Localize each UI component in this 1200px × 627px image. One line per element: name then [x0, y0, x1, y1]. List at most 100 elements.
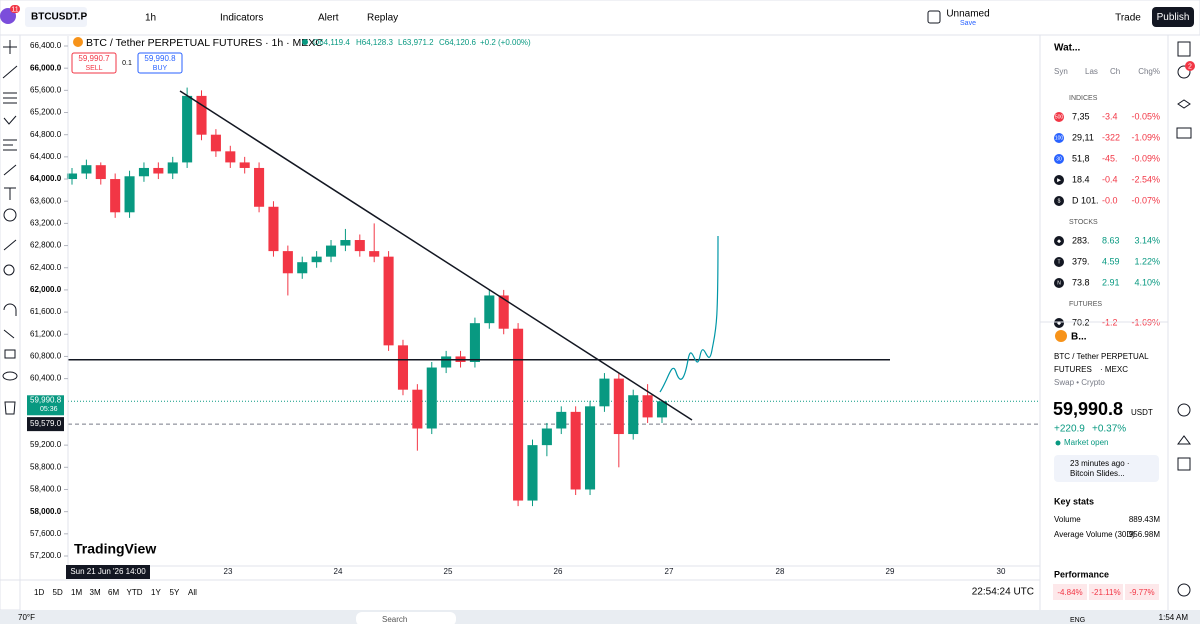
last[interactable]: D 101.: [1072, 195, 1099, 205]
sell-button[interactable]: [71, 52, 117, 74]
side-layers[interactable]: [1177, 99, 1191, 109]
buy-price[interactable]: 59,990.8: [144, 54, 176, 63]
tool-text[interactable]: [4, 187, 16, 200]
search[interactable]: Search: [382, 615, 407, 624]
range-button[interactable]: 1M: [71, 588, 82, 597]
tool-pattern[interactable]: [3, 115, 17, 125]
publish-button[interactable]: [1152, 7, 1194, 27]
symbol[interactable]: BTCUSDT.P: [31, 12, 87, 23]
symbol-icon-text[interactable]: N: [1057, 280, 1061, 286]
symbol-icon-text[interactable]: $: [1058, 198, 1061, 204]
change-percent[interactable]: 4.10%: [1134, 277, 1160, 287]
sell-label[interactable]: SELL: [85, 65, 102, 72]
side-help[interactable]: [1177, 583, 1191, 597]
trade[interactable]: Trade: [1115, 13, 1141, 24]
layout-icon[interactable]: [927, 10, 941, 24]
range-button[interactable]: 3M: [90, 588, 101, 597]
range-button[interactable]: 1D: [34, 588, 44, 597]
symbol-icon-text[interactable]: ◆: [1057, 238, 1061, 244]
change-percent[interactable]: -0.09%: [1131, 153, 1160, 163]
trend-line[interactable]: [179, 90, 693, 421]
last[interactable]: 73.8: [1072, 277, 1090, 287]
symbol-icon[interactable]: [1054, 196, 1064, 206]
news-time[interactable]: 23 minutes ago ·: [1070, 459, 1130, 468]
group-name[interactable]: STOCKS: [1069, 219, 1098, 226]
tool-emoji[interactable]: [3, 208, 17, 222]
buy-button[interactable]: [137, 52, 183, 74]
tool-eye[interactable]: [2, 371, 18, 381]
last[interactable]: 29,11: [1072, 132, 1094, 142]
side-chat[interactable]: [1176, 127, 1192, 139]
interval[interactable]: 1h: [145, 13, 156, 24]
tool-fib[interactable]: [3, 92, 17, 104]
news-card[interactable]: [1054, 455, 1159, 482]
change-percent[interactable]: -0.05%: [1131, 111, 1160, 121]
symbol-icon[interactable]: [1054, 154, 1064, 164]
tool-line[interactable]: [2, 65, 18, 79]
buy-label[interactable]: BUY: [153, 65, 168, 72]
symbol-icon[interactable]: [1054, 112, 1064, 122]
weather[interactable]: 70°F: [18, 613, 35, 622]
side-alert[interactable]: [1177, 435, 1191, 445]
change[interactable]: -322: [1102, 132, 1120, 142]
language[interactable]: ENG: [1070, 617, 1085, 624]
symbol-icon-text[interactable]: ◆: [1057, 320, 1061, 326]
group-name[interactable]: FUTURES: [1069, 301, 1102, 308]
range-button[interactable]: YTD: [127, 588, 143, 597]
symbol-icon-text[interactable]: 30: [1056, 156, 1062, 162]
tool-forecast[interactable]: [3, 139, 17, 151]
last[interactable]: 379.: [1072, 256, 1090, 266]
indicators[interactable]: Indicators: [220, 13, 263, 24]
side-target[interactable]: [1177, 403, 1191, 417]
symbol-icon[interactable]: [1054, 318, 1064, 328]
change[interactable]: 4.59: [1102, 256, 1120, 266]
news-title[interactable]: Bitcoin Slides...: [1070, 469, 1125, 478]
symbol-icon[interactable]: [1054, 236, 1064, 246]
change[interactable]: -0.4: [1102, 174, 1118, 184]
replay[interactable]: Replay: [367, 13, 398, 24]
side-icon[interactable]: [1177, 65, 1191, 79]
group-name[interactable]: INDICES: [1069, 95, 1098, 102]
range-button[interactable]: All: [188, 588, 197, 597]
tool-zoom[interactable]: [3, 264, 15, 276]
change-percent[interactable]: 3.14%: [1134, 235, 1160, 245]
quantity[interactable]: 0.1: [122, 60, 132, 67]
symbol-icon-text[interactable]: T: [1057, 259, 1060, 265]
range-button[interactable]: 6M: [108, 588, 119, 597]
symbol-icon[interactable]: [1054, 278, 1064, 288]
tool-lock-draw[interactable]: [3, 329, 15, 339]
last[interactable]: 283.: [1072, 235, 1090, 245]
side-calendar[interactable]: [1177, 457, 1191, 471]
range-button[interactable]: 5D: [53, 588, 63, 597]
symbol-icon-text[interactable]: ▶: [1057, 177, 1061, 183]
change-percent[interactable]: 1.22%: [1134, 256, 1160, 266]
tool-ruler[interactable]: [3, 239, 17, 251]
symbol-icon-text[interactable]: 500: [1055, 114, 1064, 120]
tool-cross[interactable]: [3, 40, 17, 54]
range-button[interactable]: 5Y: [170, 588, 180, 597]
change[interactable]: 8.63: [1102, 235, 1120, 245]
watchlist-title[interactable]: Wat...: [1054, 43, 1081, 54]
symbol-icon[interactable]: [1054, 133, 1064, 143]
save[interactable]: Save: [960, 20, 976, 27]
symbol-box[interactable]: [25, 7, 87, 27]
tool-magnet[interactable]: [3, 303, 17, 316]
alert[interactable]: Alert: [318, 13, 339, 24]
layout-name[interactable]: Unnamed: [946, 9, 989, 20]
change[interactable]: -45.: [1102, 153, 1118, 163]
symbol-icon-text[interactable]: 100: [1055, 135, 1064, 141]
last[interactable]: 18.4: [1072, 174, 1090, 184]
change-percent[interactable]: -2.54%: [1131, 174, 1160, 184]
change-percent[interactable]: -1.09%: [1131, 132, 1160, 142]
search-box[interactable]: [356, 612, 456, 626]
change[interactable]: 2.91: [1102, 277, 1120, 287]
sell-price[interactable]: 59,990.7: [78, 54, 110, 63]
tool-trash[interactable]: [4, 401, 16, 415]
symbol-icon[interactable]: [1054, 175, 1064, 185]
details-symbol[interactable]: B...: [1071, 332, 1087, 343]
range-button[interactable]: 1Y: [151, 588, 161, 597]
last[interactable]: 7,35: [1072, 111, 1090, 121]
last[interactable]: 51,8: [1072, 153, 1090, 163]
symbol-icon[interactable]: [1054, 257, 1064, 267]
side-watchlist[interactable]: [1177, 41, 1191, 57]
